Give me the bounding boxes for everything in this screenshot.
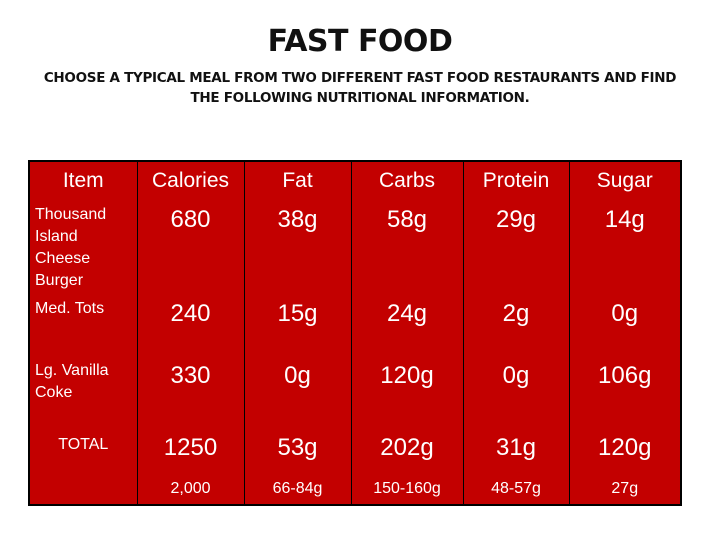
cell-carbs: 58g [350, 200, 464, 294]
cell-sugar: 106g [568, 356, 682, 428]
recommended-label-empty [28, 474, 138, 505]
nutrition-table: Item Calories Fat Carbs Protein Sugar Th… [28, 160, 682, 506]
page-title: FAST FOOD [267, 24, 453, 59]
header-fat: Fat [243, 161, 352, 200]
recommended-row: 2,000 66-84g 150-160g 48-57g 27g [28, 474, 682, 505]
row-item-name: Lg. Vanilla Coke [28, 356, 138, 428]
total-sugar: 120g [568, 428, 682, 474]
row-item-name: Thousand Island Cheese Burger [28, 200, 138, 294]
header-protein: Protein [462, 161, 570, 200]
cell-fat: 38g [243, 200, 352, 294]
header-sugar: Sugar [568, 161, 682, 200]
cell-protein: 0g [462, 356, 570, 428]
recommended-carbs: 150-160g [350, 474, 464, 505]
recommended-sugar: 27g [568, 474, 682, 505]
header-calories: Calories [136, 161, 245, 200]
total-label: TOTAL [28, 428, 138, 474]
table-row: Thousand Island Cheese Burger 680 38g 58… [28, 200, 682, 294]
cell-protein: 29g [462, 200, 570, 294]
cell-calories: 680 [136, 200, 245, 294]
cell-carbs: 120g [350, 356, 464, 428]
cell-carbs: 24g [350, 294, 464, 356]
table-header-row: Item Calories Fat Carbs Protein Sugar [28, 161, 682, 200]
total-row: TOTAL 1250 53g 202g 31g 120g [28, 428, 682, 474]
total-fat: 53g [243, 428, 352, 474]
table-row: Med. Tots 240 15g 24g 2g 0g [28, 294, 682, 356]
total-carbs: 202g [350, 428, 464, 474]
total-calories: 1250 [136, 428, 245, 474]
row-item-name: Med. Tots [28, 294, 138, 356]
header-carbs: Carbs [350, 161, 464, 200]
table-row: Lg. Vanilla Coke 330 0g 120g 0g 106g [28, 356, 682, 428]
total-protein: 31g [462, 428, 570, 474]
recommended-calories: 2,000 [136, 474, 245, 505]
cell-calories: 240 [136, 294, 245, 356]
cell-fat: 15g [243, 294, 352, 356]
cell-sugar: 14g [568, 200, 682, 294]
cell-protein: 2g [462, 294, 570, 356]
cell-calories: 330 [136, 356, 245, 428]
recommended-fat: 66-84g [243, 474, 352, 505]
header-item: Item [28, 161, 138, 200]
cell-fat: 0g [243, 356, 352, 428]
recommended-protein: 48-57g [462, 474, 570, 505]
page-subtitle: CHOOSE A TYPICAL MEAL FROM TWO DIFFERENT… [43, 70, 677, 106]
cell-sugar: 0g [568, 294, 682, 356]
